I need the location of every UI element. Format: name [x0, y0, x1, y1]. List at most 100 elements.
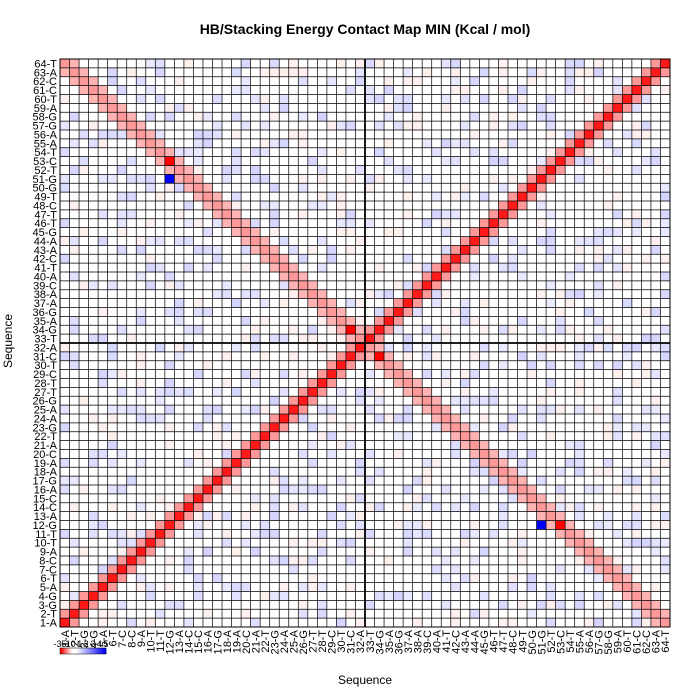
heatmap-cell [498, 493, 509, 504]
heatmap-cell [117, 254, 128, 264]
heatmap-cell [107, 591, 118, 601]
heatmap-cell [269, 209, 280, 220]
heatmap-cell [317, 511, 328, 521]
x-tick-label: 58-G [603, 630, 615, 654]
heatmap-cell [565, 334, 575, 344]
heatmap-cell [384, 94, 394, 104]
heatmap-cell [565, 147, 575, 157]
heatmap-cell [288, 520, 299, 530]
heatmap-cell [650, 94, 661, 104]
heatmap-cell [241, 422, 251, 433]
heatmap-cell [355, 85, 366, 95]
heatmap-cell [69, 236, 80, 246]
heatmap-cell [422, 165, 433, 175]
heatmap-cell [174, 369, 185, 379]
heatmap-cell [498, 138, 509, 149]
heatmap-cell [155, 502, 166, 512]
heatmap-cell [183, 564, 194, 575]
heatmap-cell [393, 485, 404, 495]
heatmap-cell [365, 67, 375, 78]
heatmap-cell [393, 130, 404, 140]
heatmap-cell [498, 59, 509, 69]
heatmap-cell [326, 334, 337, 344]
y-tick-label: 7-C [39, 564, 57, 576]
heatmap-cell [345, 609, 356, 619]
heatmap-cell [136, 414, 147, 424]
heatmap-cell [288, 254, 299, 264]
heatmap-cell [527, 573, 537, 583]
heatmap-cell [250, 85, 261, 95]
heatmap-cell [450, 564, 461, 575]
heatmap-cell [384, 351, 394, 362]
heatmap-cell [365, 254, 375, 264]
heatmap-cell [650, 396, 661, 406]
heatmap-cell [155, 378, 166, 388]
heatmap-cell [60, 414, 70, 424]
heatmap-cell [212, 458, 223, 468]
heatmap-cell [60, 201, 70, 211]
heatmap-cell [155, 103, 166, 113]
heatmap-cell [288, 564, 299, 575]
legend-swatch [88, 648, 91, 654]
x-tick-label: 31-C [346, 630, 358, 654]
heatmap-cell [650, 502, 661, 512]
heatmap-cell [612, 387, 623, 397]
heatmap-cell [584, 369, 595, 379]
heatmap-cell [641, 76, 652, 86]
heatmap-cell [326, 85, 337, 95]
heatmap-cell [527, 174, 537, 184]
heatmap-cell [69, 493, 80, 504]
heatmap-cell [317, 360, 328, 370]
heatmap-cell [374, 582, 385, 592]
heatmap-cell [136, 591, 147, 601]
heatmap-cell [422, 511, 433, 521]
heatmap-cell [136, 431, 147, 441]
heatmap-cell [60, 218, 70, 228]
heatmap-cell [98, 334, 108, 344]
heatmap-cell [603, 147, 614, 157]
x-tick-label: 18-A [222, 629, 234, 653]
heatmap-cell [622, 449, 633, 459]
heatmap-cell [145, 94, 156, 104]
x-tick-label: 13-A [174, 629, 186, 653]
heatmap-cell [155, 431, 166, 441]
heatmap-cell [69, 138, 80, 149]
heatmap-cell [79, 289, 89, 299]
heatmap-cell [527, 414, 537, 424]
heatmap-cell [460, 414, 471, 424]
heatmap-cell [612, 449, 623, 459]
heatmap-cell [212, 343, 223, 353]
heatmap-cell [450, 209, 461, 220]
heatmap-cell [155, 493, 166, 504]
heatmap-cell [164, 121, 175, 131]
heatmap-cell [183, 272, 194, 282]
heatmap-cell [60, 609, 70, 619]
heatmap-cell [488, 529, 499, 539]
heatmap-cell [69, 396, 80, 406]
heatmap-cell [479, 556, 490, 566]
heatmap-cell [231, 511, 242, 521]
heatmap-cell [307, 618, 318, 628]
x-tick-label: 12-G [165, 630, 177, 654]
heatmap-cell [431, 511, 442, 521]
heatmap-cell [622, 440, 633, 450]
heatmap-cell [117, 156, 128, 166]
heatmap-cell [384, 192, 394, 202]
heatmap-cell [584, 476, 595, 486]
heatmap-cell [507, 600, 518, 610]
heatmap-cell [183, 289, 194, 299]
heatmap-cell [536, 94, 547, 104]
heatmap-cell [126, 209, 137, 220]
heatmap-cell [517, 156, 528, 166]
heatmap-cell [403, 529, 413, 539]
heatmap-cell [555, 573, 566, 583]
heatmap-cell [336, 369, 347, 379]
heatmap-cell [98, 147, 108, 157]
heatmap-cell [355, 582, 366, 592]
heatmap-cell [288, 156, 299, 166]
heatmap-cell [164, 618, 175, 628]
heatmap-cell [326, 59, 337, 69]
heatmap-cell [469, 485, 480, 495]
heatmap-cell [422, 263, 433, 273]
heatmap-cell [498, 440, 509, 450]
